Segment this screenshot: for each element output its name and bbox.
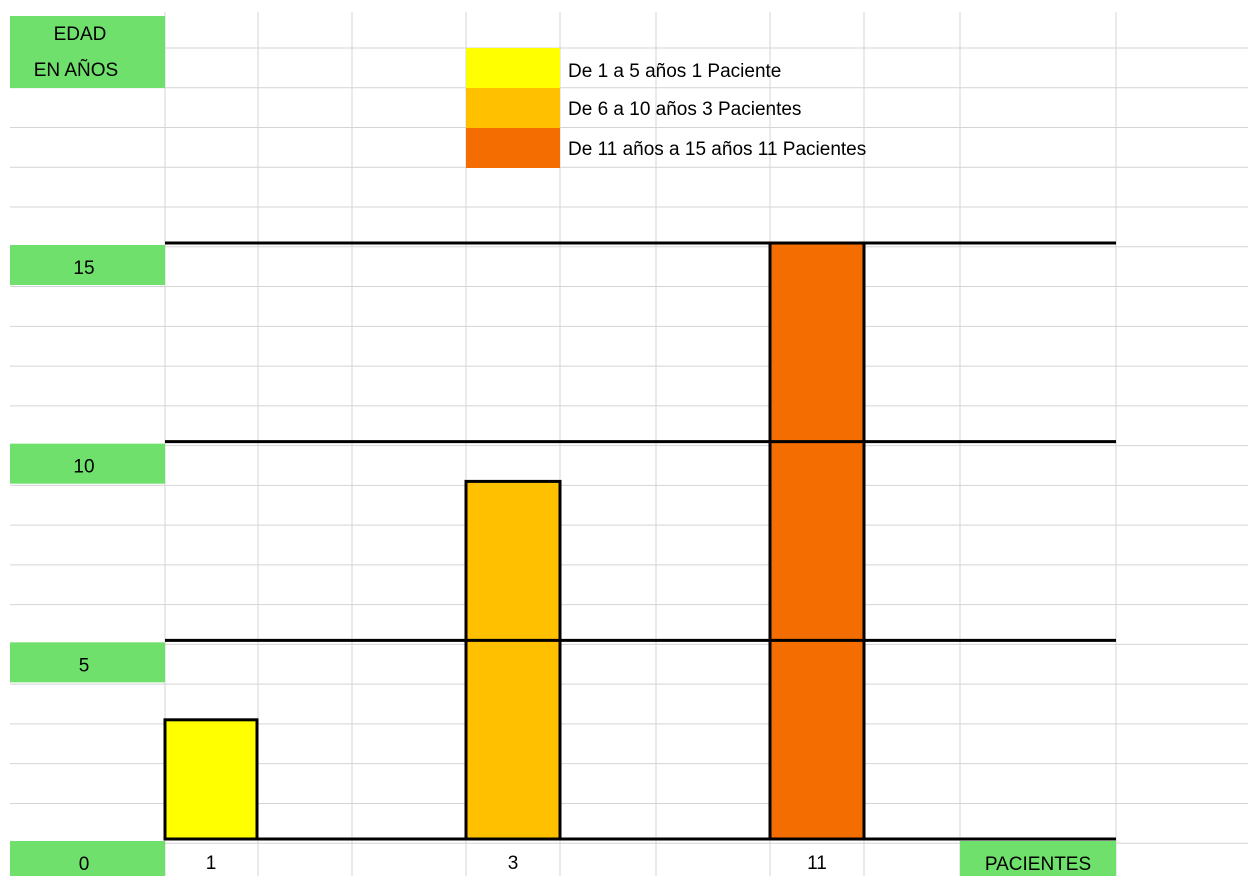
y-tick-label: 5: [79, 655, 90, 676]
legend-label-1-5-years: De 1 a 5 años 1 Paciente: [568, 61, 781, 82]
legend-label-6-10-years: De 6 a 10 años 3 Pacientes: [568, 99, 801, 120]
ylabel-line-2: EN AÑOS: [34, 59, 118, 81]
bars: [163, 241, 866, 841]
legend: De 1 a 5 años 1 Paciente De 6 a 10 años …: [466, 48, 866, 168]
y-tick-cells: 15 10 5 0: [10, 245, 165, 876]
bar: [163, 718, 259, 841]
bar: [768, 241, 866, 841]
xlabel-cell: [960, 841, 1116, 876]
x-tick-label: 1: [206, 853, 217, 874]
xlabel: PACIENTES: [985, 854, 1091, 875]
bar: [464, 479, 562, 841]
y-tick-cell: [10, 245, 165, 285]
y-gridlines-major: [165, 241, 1116, 841]
y-tick-label: 10: [73, 457, 94, 478]
legend-swatch-1-5-years: [466, 48, 560, 88]
x-tick-labels: 1 3 11: [206, 853, 827, 874]
y-tick-cell: [10, 841, 165, 876]
x-tick-label: 3: [508, 853, 519, 874]
legend-swatch-6-10-years: [466, 88, 560, 128]
y-tick-cell: [10, 642, 165, 683]
y-tick-cell: [10, 443, 165, 484]
ylabel-cell: [10, 16, 165, 88]
y-tick-label: 0: [79, 854, 90, 875]
ylabel-line-1: EDAD: [54, 24, 107, 45]
legend-label-11-15-years: De 11 años a 15 años 11 Pacientes: [568, 139, 866, 160]
spreadsheet-gridlines: [10, 12, 1248, 876]
legend-swatch-11-15-years: [466, 128, 560, 168]
x-tick-label: 11: [807, 853, 827, 874]
y-tick-label: 15: [73, 258, 94, 279]
